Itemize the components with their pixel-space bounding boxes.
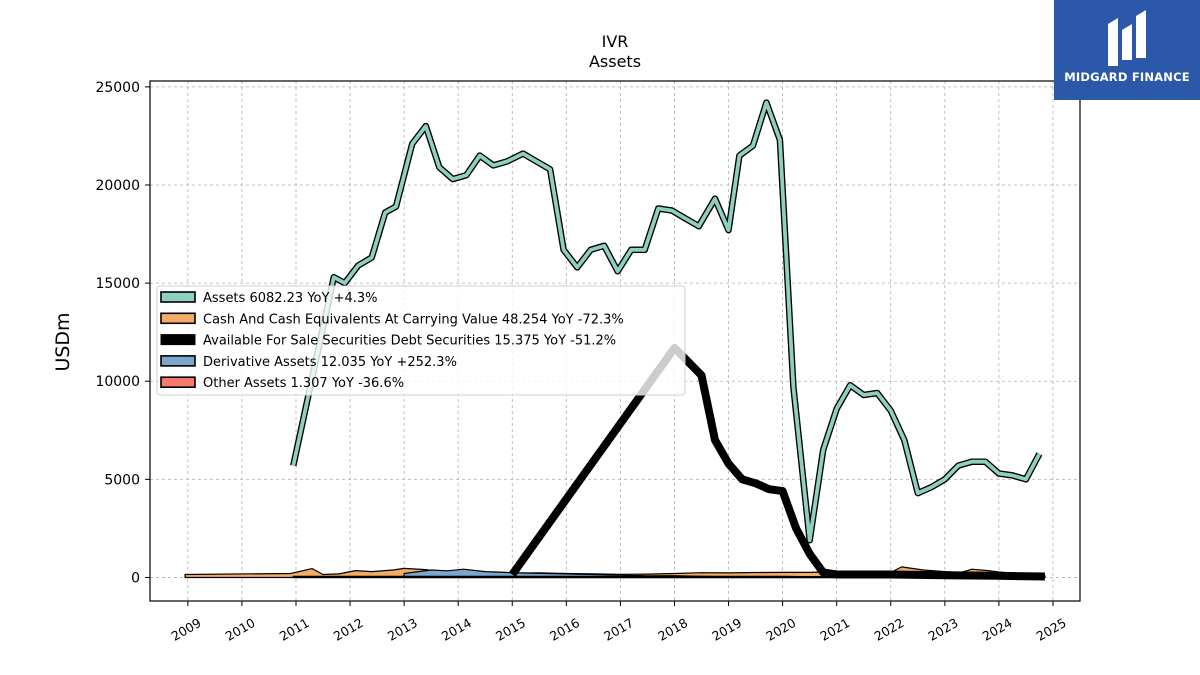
legend-swatch-assets bbox=[160, 291, 196, 303]
legend-label-assets: Assets 6082.23 YoY +4.3% bbox=[203, 291, 378, 306]
chart-title: IVR bbox=[602, 32, 629, 51]
x-tick-label: 2025 bbox=[1034, 615, 1069, 644]
x-tick-label: 2009 bbox=[169, 615, 204, 644]
y-tick-label: 15000 bbox=[95, 276, 140, 292]
x-tick-label: 2020 bbox=[763, 615, 798, 644]
legend-swatch-cash-and-cash-equivalents-at-carrying-value bbox=[160, 312, 196, 325]
plot-frame bbox=[149, 80, 1081, 602]
x-tick-label: 2015 bbox=[493, 615, 528, 644]
y-axis-label: USDm bbox=[52, 312, 74, 371]
legend-box bbox=[156, 285, 686, 396]
x-tick-label: 2011 bbox=[277, 615, 312, 644]
x-tick-label: 2021 bbox=[817, 615, 852, 644]
series-assets bbox=[291, 100, 1042, 543]
brand-logo: MIDGARD FINANCE bbox=[1054, 0, 1200, 100]
y-tick-label: 20000 bbox=[95, 178, 140, 194]
legend-label-cash-and-cash-equivalents-at-carrying-value: Cash And Cash Equivalents At Carrying Va… bbox=[203, 312, 624, 327]
legend-label-other-assets: Other Assets 1.307 YoY -36.6% bbox=[203, 376, 404, 391]
x-tick-label: 2024 bbox=[980, 615, 1015, 644]
x-tick-label: 2013 bbox=[385, 615, 420, 644]
x-tick-label: 2010 bbox=[223, 615, 258, 644]
legend-swatch-derivative-assets bbox=[160, 355, 196, 367]
x-tick-label: 2023 bbox=[926, 615, 961, 644]
chart-subtitle: Assets bbox=[589, 52, 641, 71]
legend-label-derivative-assets: Derivative Assets 12.035 YoY +252.3% bbox=[203, 355, 457, 370]
legend-label-available-for-sale-securities-debt-securities: Available For Sale Securities Debt Secur… bbox=[203, 334, 616, 349]
brand-name: MIDGARD FINANCE bbox=[1064, 70, 1190, 84]
series-available-for-sale-securities-debt-securities bbox=[509, 343, 1045, 581]
x-tick-label: 2019 bbox=[709, 615, 744, 644]
x-tick-label: 2012 bbox=[331, 615, 366, 644]
legend: Assets 6082.23 YoY +4.3% Cash And Cash Eq… bbox=[156, 285, 686, 396]
brand-mark-icon bbox=[1108, 10, 1146, 66]
y-tick-label: 10000 bbox=[95, 374, 140, 390]
series-layer bbox=[184, 99, 1046, 581]
x-tick-label: 2022 bbox=[871, 615, 906, 644]
x-tick-label: 2018 bbox=[655, 615, 690, 644]
x-tick-label: 2014 bbox=[439, 615, 474, 644]
legend-swatch-other-assets bbox=[160, 376, 196, 389]
y-tick-label: 25000 bbox=[95, 80, 140, 96]
x-tick-label: 2016 bbox=[547, 615, 582, 644]
x-tick-label: 2017 bbox=[601, 615, 636, 644]
legend-swatch-available-for-sale-securities-debt-securities bbox=[160, 334, 196, 346]
y-tick-label: 0 bbox=[131, 570, 140, 586]
y-tick-label: 5000 bbox=[104, 472, 140, 488]
